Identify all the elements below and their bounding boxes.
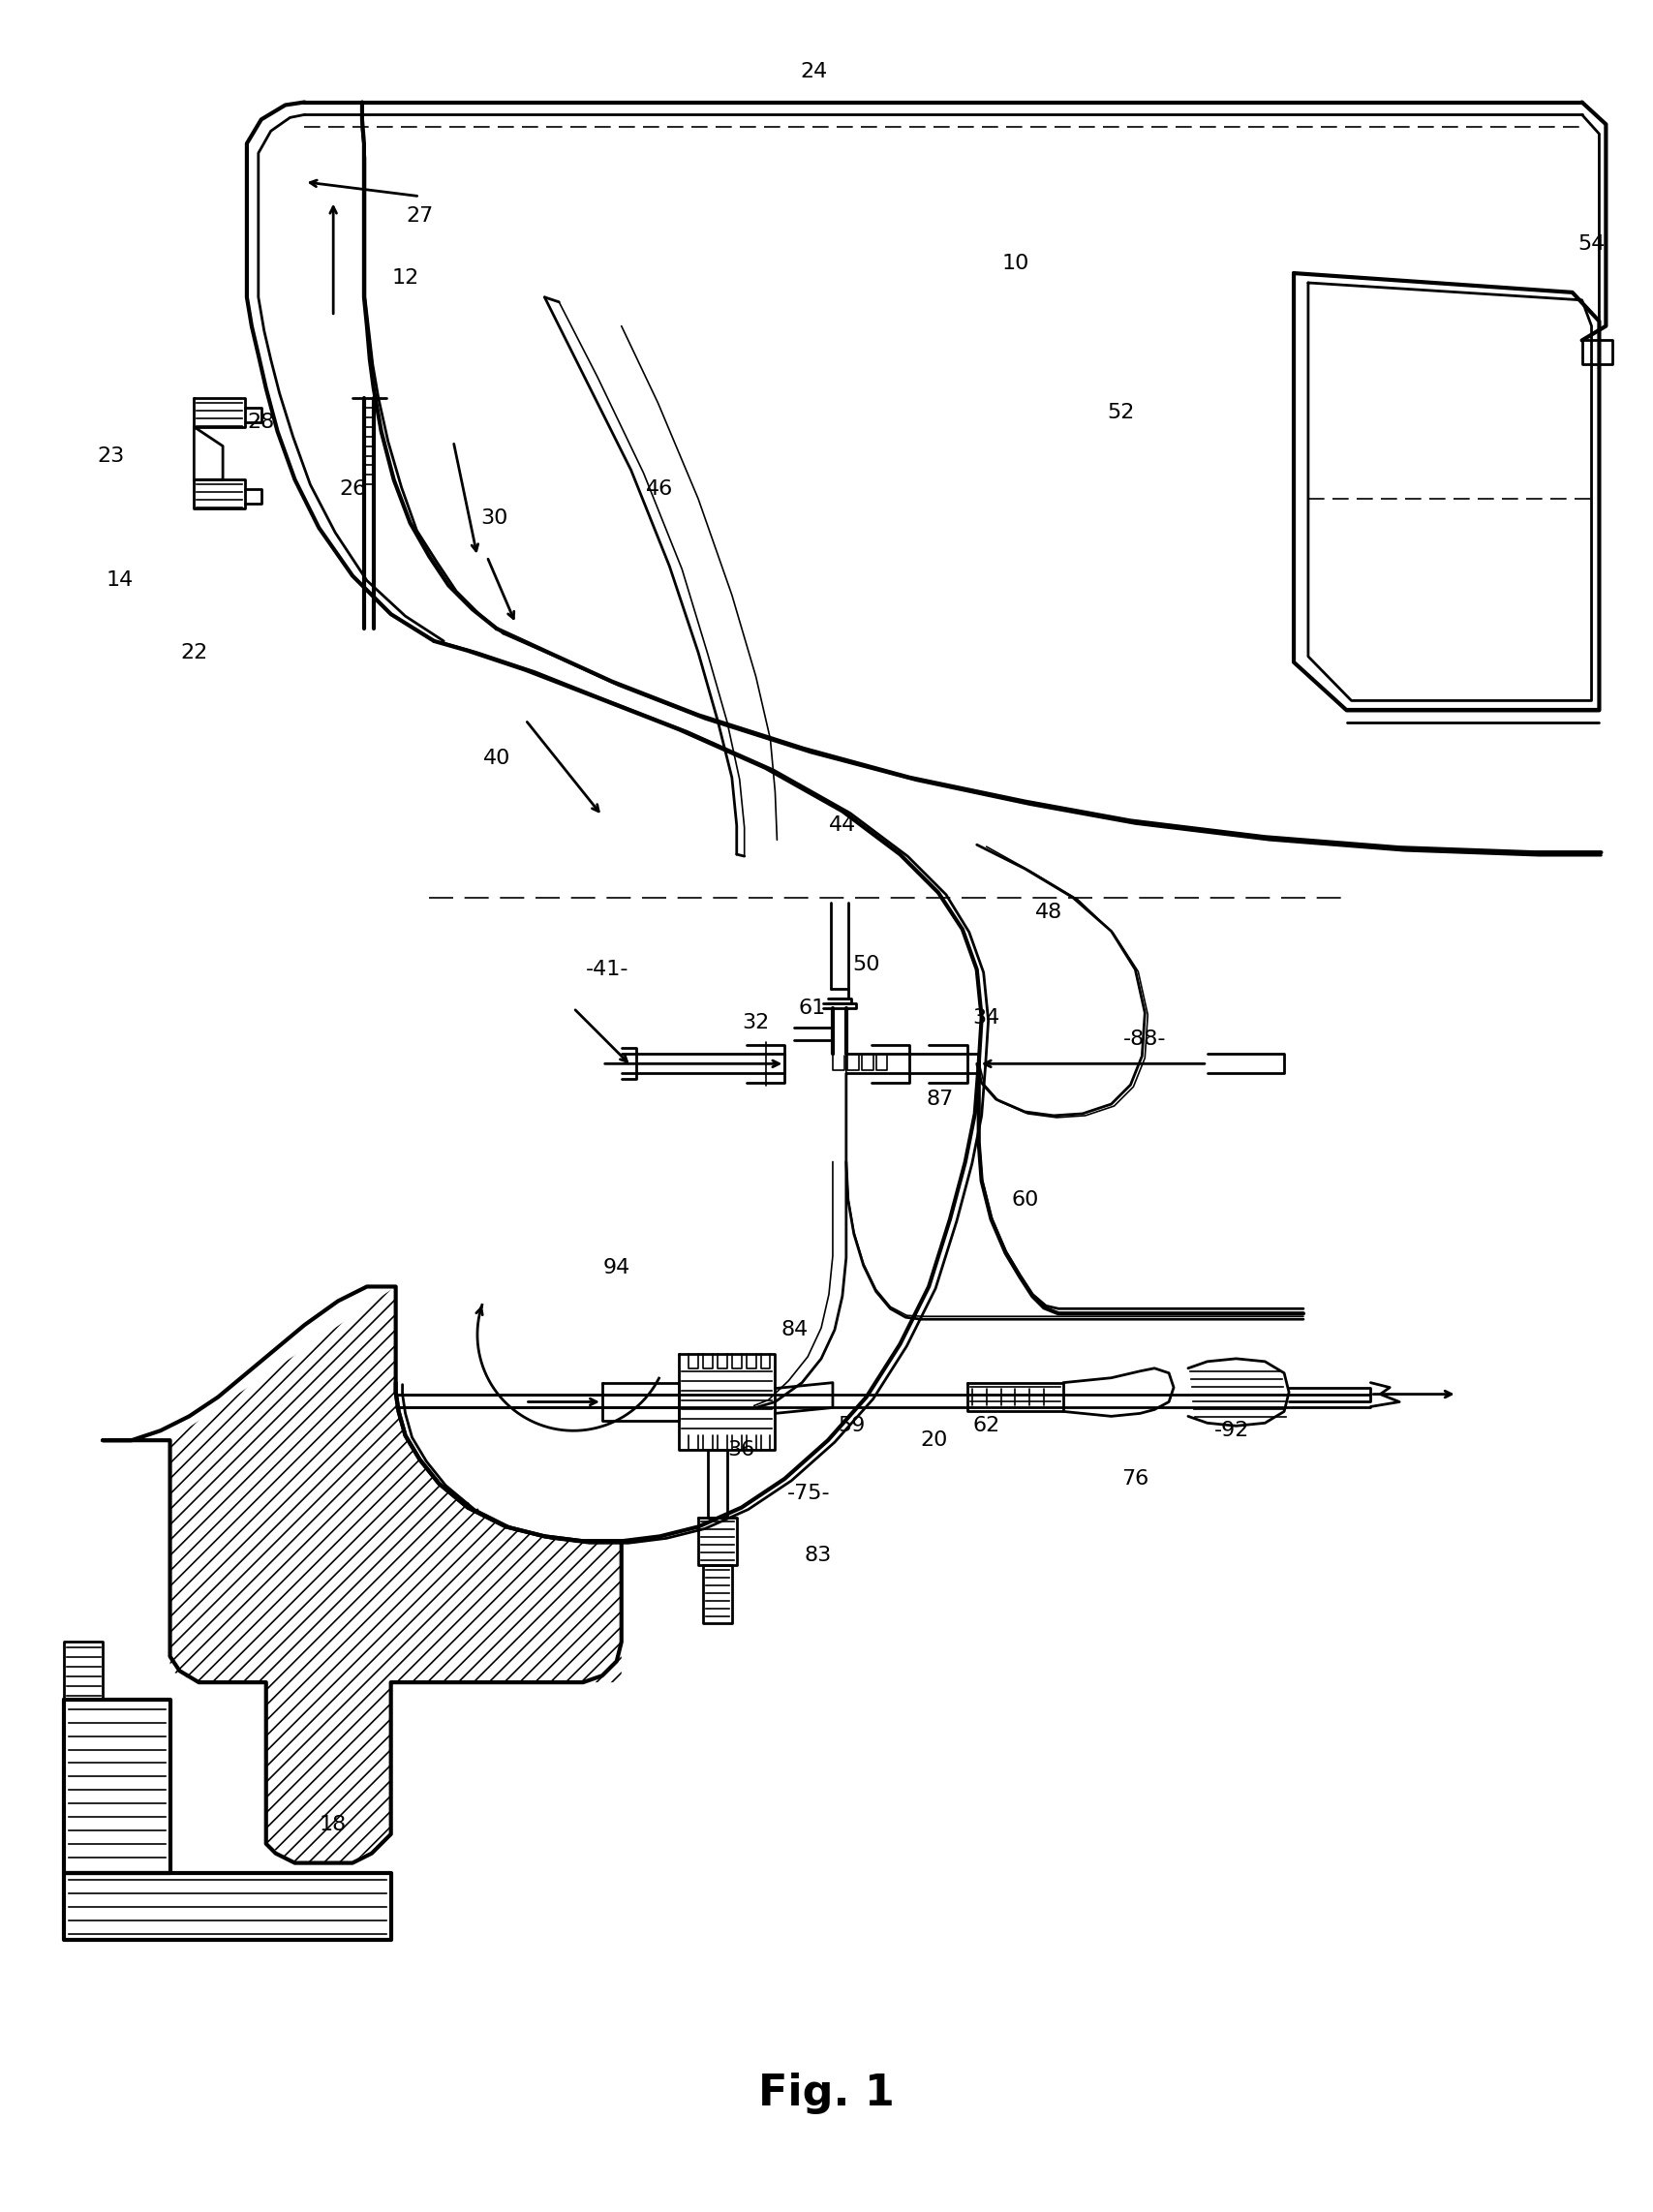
Text: 30: 30: [481, 509, 509, 529]
Text: 34: 34: [972, 1009, 1000, 1026]
Text: 61: 61: [798, 998, 825, 1018]
Text: 36: 36: [727, 1440, 755, 1460]
Text: 54: 54: [1579, 234, 1605, 254]
Text: -92: -92: [1213, 1420, 1250, 1440]
Text: -41-: -41-: [585, 960, 628, 980]
Text: 44: 44: [828, 816, 856, 836]
Text: 18: 18: [319, 1814, 347, 1834]
Text: 48: 48: [1035, 902, 1063, 922]
Text: -88-: -88-: [1124, 1029, 1167, 1048]
Text: 32: 32: [742, 1013, 770, 1033]
Text: 28: 28: [248, 411, 274, 431]
Text: 24: 24: [800, 62, 826, 82]
Text: 50: 50: [853, 956, 879, 975]
Text: 40: 40: [483, 748, 511, 768]
Text: 12: 12: [392, 268, 418, 288]
Text: 10: 10: [1002, 254, 1028, 274]
Text: 62: 62: [972, 1416, 1000, 1436]
Text: 59: 59: [838, 1416, 866, 1436]
Text: -75-: -75-: [787, 1484, 830, 1502]
Text: 14: 14: [106, 571, 134, 591]
Text: 60: 60: [1012, 1190, 1038, 1210]
Text: 84: 84: [780, 1321, 808, 1340]
Text: 27: 27: [407, 206, 433, 226]
Text: 87: 87: [927, 1091, 954, 1108]
Text: 20: 20: [919, 1431, 947, 1451]
Text: 22: 22: [180, 644, 208, 661]
Text: 76: 76: [1122, 1469, 1149, 1489]
Text: 94: 94: [603, 1259, 630, 1276]
Text: Fig. 1: Fig. 1: [757, 2073, 894, 2115]
Text: 46: 46: [646, 480, 673, 500]
Text: 52: 52: [1108, 403, 1134, 422]
Text: 23: 23: [98, 447, 124, 465]
Text: 26: 26: [339, 480, 367, 500]
Text: 83: 83: [805, 1546, 831, 1566]
